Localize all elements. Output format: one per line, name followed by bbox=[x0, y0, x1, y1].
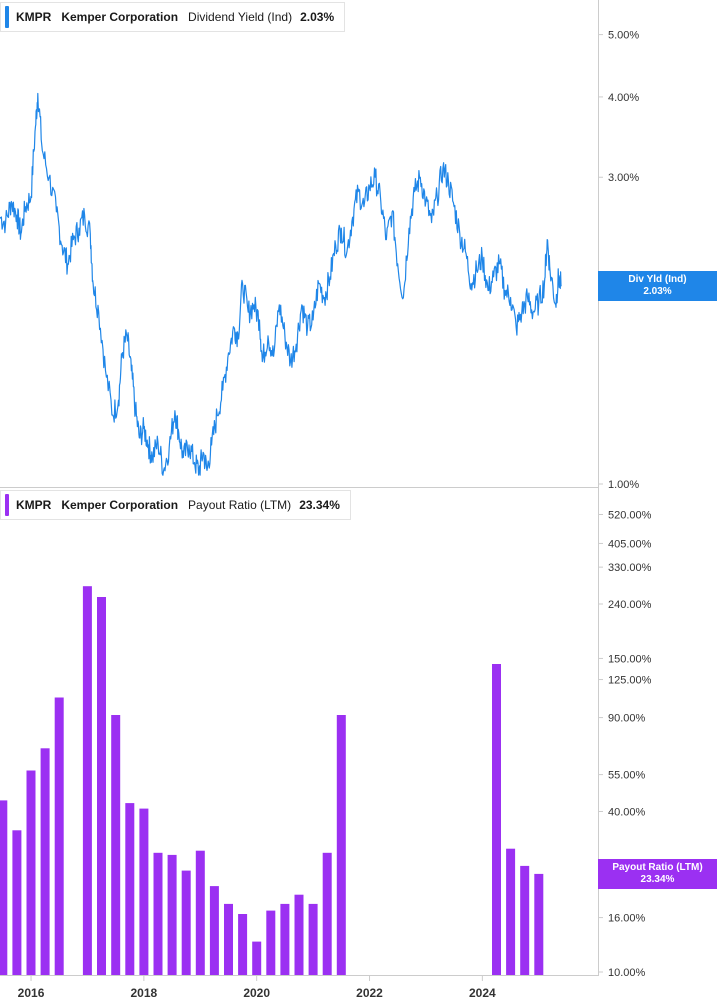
payout-bar bbox=[506, 848, 516, 975]
y-tick-label: 4.00% bbox=[608, 92, 639, 104]
payout-bar bbox=[40, 748, 50, 975]
y-tick-label: 55.00% bbox=[608, 770, 646, 782]
payout-bar bbox=[26, 770, 36, 975]
payout-bar bbox=[139, 808, 149, 975]
x-tick-label: 2024 bbox=[469, 986, 496, 1000]
legend-metric: Dividend Yield (Ind) bbox=[188, 10, 293, 24]
payout-bar bbox=[125, 803, 135, 975]
y-tick-label: 10.00% bbox=[608, 967, 646, 979]
badge-label: Payout Ratio (LTM) bbox=[612, 861, 703, 873]
y-tick-label: 3.00% bbox=[608, 172, 639, 184]
payout-bar bbox=[308, 903, 318, 975]
payout-bar bbox=[322, 852, 332, 975]
payout-bar bbox=[492, 664, 501, 975]
payout-bar bbox=[195, 850, 205, 975]
badge-value: 2.03% bbox=[643, 286, 672, 298]
y-tick-label: 90.00% bbox=[608, 713, 646, 725]
y-tick-label: 240.00% bbox=[608, 599, 652, 611]
dividend-yield-value-badge: Div Yld (Ind) 2.03% bbox=[598, 271, 717, 302]
y-tick-label: 5.00% bbox=[608, 30, 639, 42]
y-tick-label: 1.00% bbox=[608, 479, 639, 491]
y-tick-label: 125.00% bbox=[608, 675, 652, 687]
x-tick-label: 2016 bbox=[18, 986, 45, 1000]
payout-bar bbox=[12, 830, 22, 975]
y-tick-label: 150.00% bbox=[608, 653, 652, 665]
legend-company: Kemper Corporation bbox=[61, 10, 179, 24]
x-tick-label: 2020 bbox=[243, 986, 270, 1000]
payout-bar bbox=[336, 715, 346, 975]
payout-bar bbox=[181, 870, 191, 975]
payout-ratio-value-badge: Payout Ratio (LTM) 23.34% bbox=[598, 858, 717, 889]
legend-metric: Payout Ratio (LTM) bbox=[188, 498, 292, 512]
badge-value: 23.34% bbox=[640, 873, 675, 885]
legend-value: 2.03% bbox=[300, 10, 335, 24]
payout-ratio-panel bbox=[0, 586, 544, 975]
y-tick-label: 330.00% bbox=[608, 562, 652, 574]
payout-bar bbox=[534, 873, 544, 975]
payout-bar bbox=[153, 852, 163, 975]
dividend-yield-line bbox=[0, 92, 562, 476]
payout-bar bbox=[167, 854, 177, 975]
y-tick-label: 520.00% bbox=[608, 509, 652, 521]
x-tick-label: 2022 bbox=[356, 986, 383, 1000]
y-tick-label: 40.00% bbox=[608, 806, 646, 818]
payout-bar bbox=[280, 903, 290, 975]
badge-label: Div Yld (Ind) bbox=[628, 274, 687, 286]
payout-bar bbox=[252, 941, 262, 975]
payout-bar bbox=[97, 597, 106, 975]
legend-ticker: KMPR bbox=[16, 10, 52, 24]
payout-bar bbox=[209, 886, 219, 975]
payout-bar bbox=[266, 910, 276, 975]
x-tick-label: 2018 bbox=[131, 986, 158, 1000]
payout-bar bbox=[224, 903, 233, 975]
dividend-yield-panel bbox=[0, 92, 562, 476]
payout-bar bbox=[54, 697, 64, 975]
payout-bar bbox=[111, 715, 121, 975]
y-tick-label: 405.00% bbox=[608, 538, 652, 550]
payout-bar bbox=[520, 865, 530, 975]
y-tick-label: 16.00% bbox=[608, 913, 646, 925]
payout-bar bbox=[238, 914, 248, 975]
payout-bar bbox=[0, 800, 8, 975]
legend-ticker: KMPR bbox=[16, 498, 52, 512]
legend-value: 23.34% bbox=[299, 498, 340, 512]
yield-color-swatch bbox=[5, 6, 9, 28]
payout-color-swatch bbox=[5, 494, 9, 516]
payout-bar bbox=[294, 894, 304, 975]
payout-bar bbox=[82, 586, 92, 975]
legend-company: Kemper Corporation bbox=[61, 498, 179, 512]
dividend-yield-legend: KMPR Kemper Corporation Dividend Yield (… bbox=[0, 2, 346, 32]
payout-ratio-legend: KMPR Kemper Corporation Payout Ratio (LT… bbox=[0, 490, 351, 520]
